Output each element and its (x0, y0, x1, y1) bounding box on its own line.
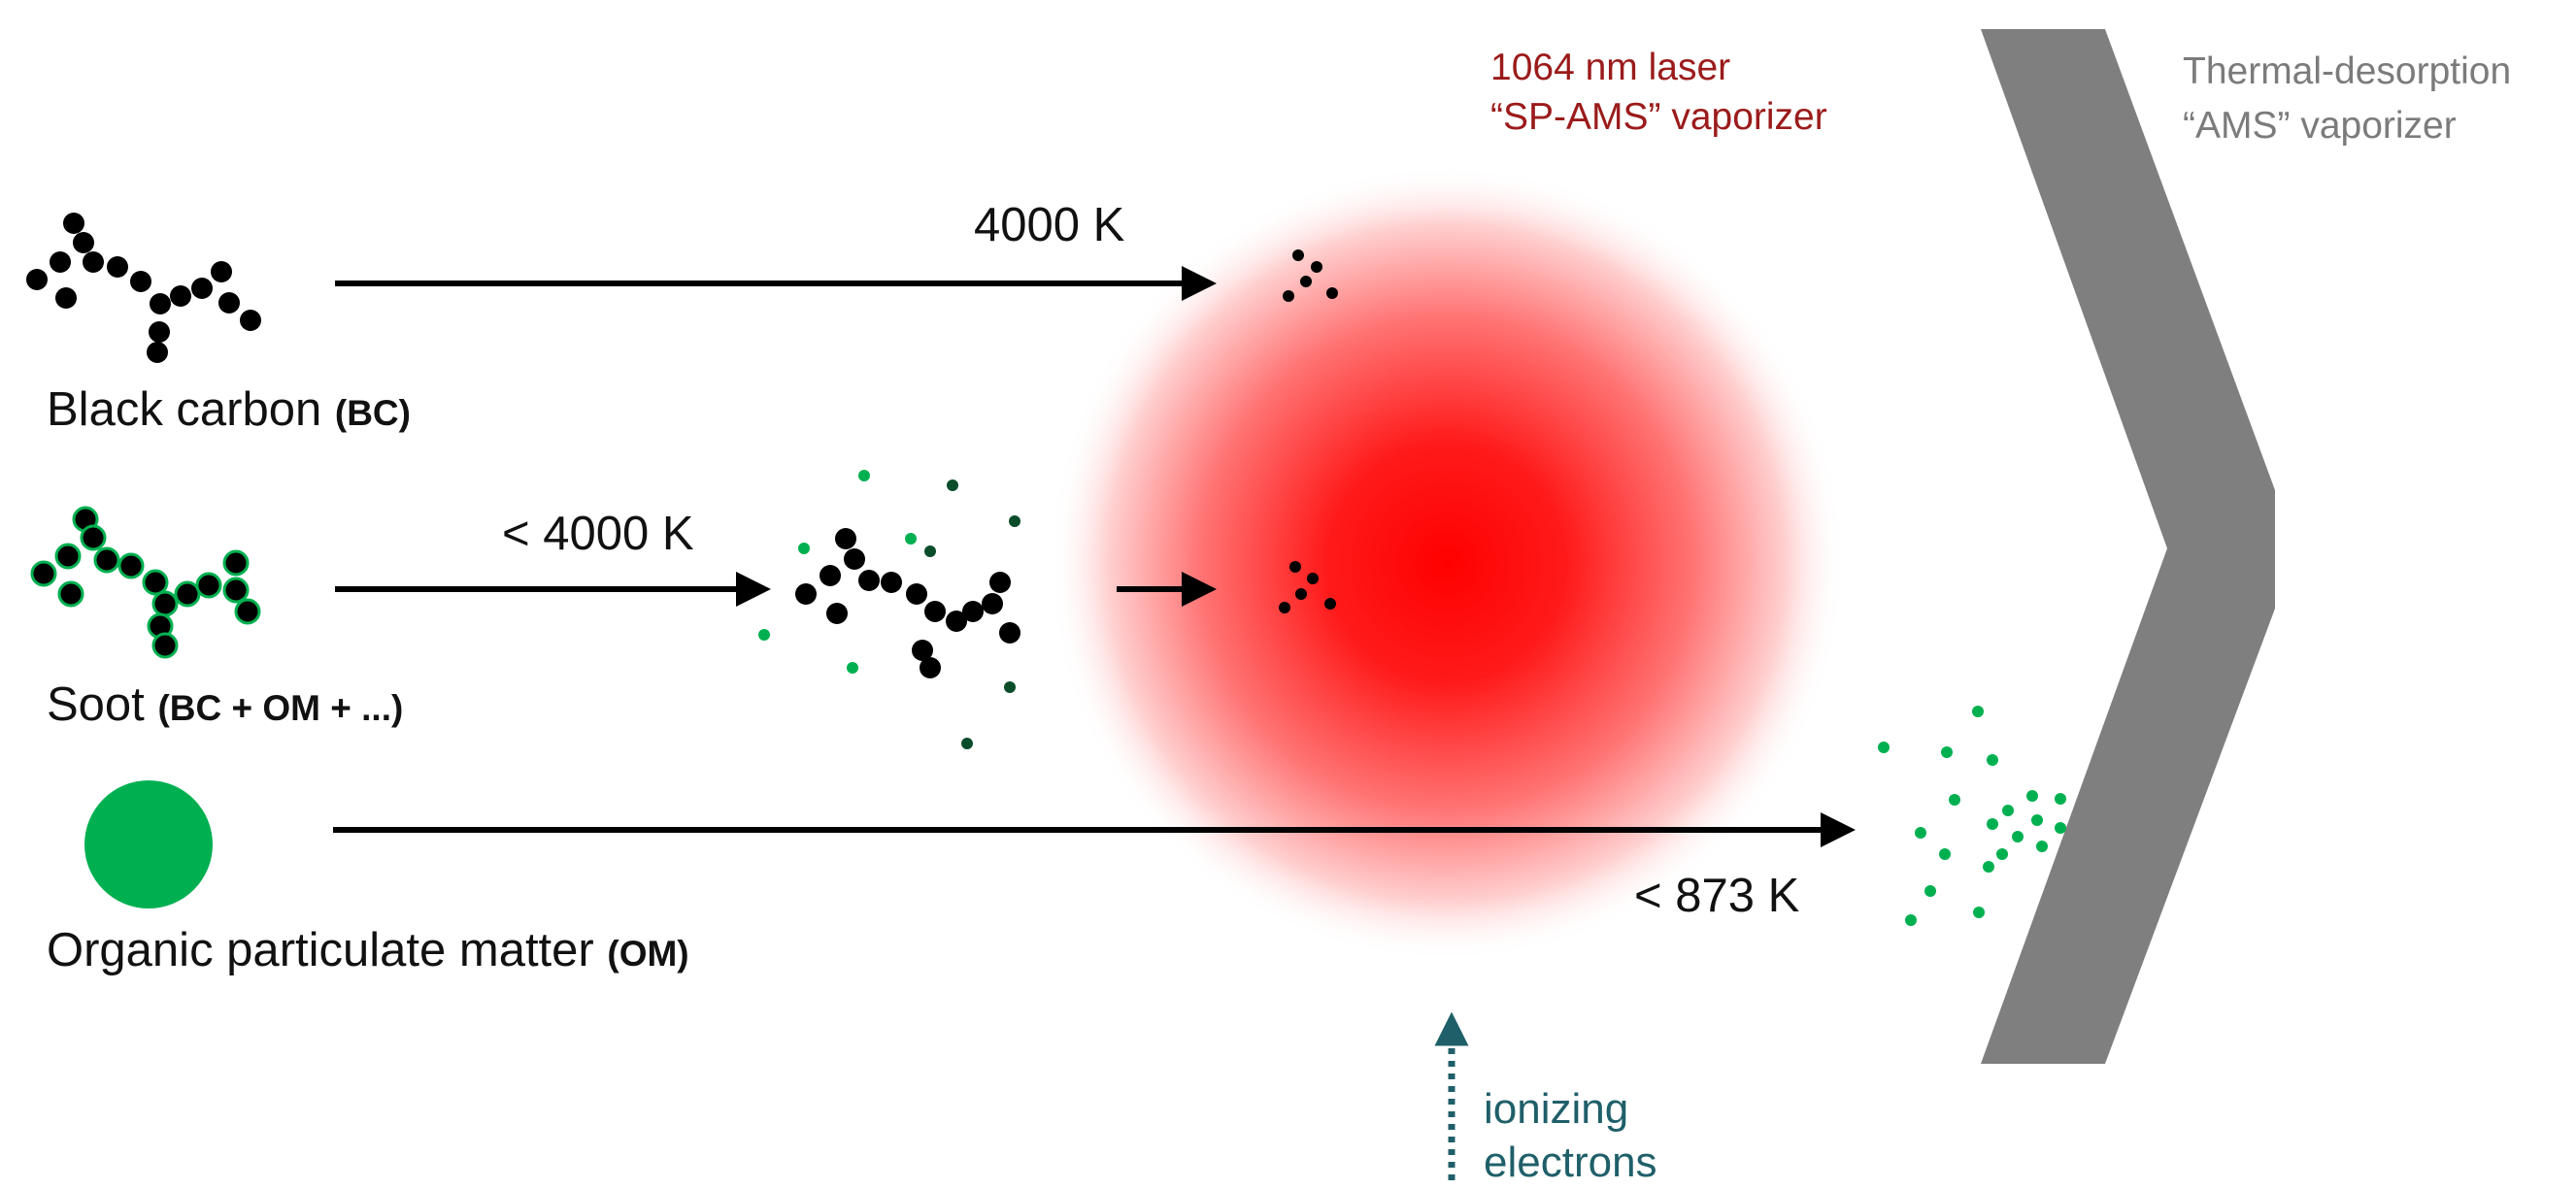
bc-label: Black carbon (BC) (47, 382, 411, 437)
bc-name: Black carbon (47, 383, 322, 436)
thermal-vaporizer-line1: Thermal-desorption (2183, 50, 2512, 92)
electrons-line1: ionizing (1484, 1085, 1629, 1133)
om-name: Organic particulate matter (47, 924, 594, 976)
laser-beam-glow (1049, 165, 1845, 961)
electrons-line2: electrons (1484, 1139, 1657, 1186)
bc-temperature: 4000 K (974, 199, 1125, 251)
soot-name: Soot (47, 678, 145, 731)
vaporized-bc-dots-middle (1279, 561, 1336, 613)
soot-particle-icon (30, 506, 261, 659)
evaporated-om-specks (758, 470, 1020, 749)
electrons-label: ionizing electrons (1484, 1082, 1657, 1189)
laser-vaporizer-label: 1064 nm laser “SP-AMS” vaporizer (1490, 43, 1827, 142)
om-label: Organic particulate matter (OM) (47, 923, 689, 977)
bc-particle-icon (26, 213, 261, 363)
om-abbrev: (OM) (607, 934, 689, 974)
om-particle-icon (84, 780, 213, 908)
laser-vaporizer-line2: “SP-AMS” vaporizer (1490, 96, 1827, 138)
om-temperature: < 873 K (1634, 870, 1800, 922)
thermal-vaporizer-label: Thermal-desorption “AMS” vaporizer (2183, 45, 2511, 153)
soot-temperature: < 4000 K (502, 508, 694, 560)
soot-label: Soot (BC + OM + ...) (47, 677, 403, 732)
laser-vaporizer-line1: 1064 nm laser (1490, 47, 1731, 88)
vaporized-bc-dots-top (1283, 249, 1338, 302)
thermal-vaporizer-chevron (1981, 29, 2275, 1064)
thermal-vaporizer-line2: “AMS” vaporizer (2183, 105, 2457, 147)
soot-abbrev: (BC + OM + ...) (157, 688, 404, 728)
heated-soot-fragment (795, 528, 1020, 678)
bc-abbrev: (BC) (334, 393, 411, 433)
vaporized-om-dots (1878, 706, 2066, 926)
